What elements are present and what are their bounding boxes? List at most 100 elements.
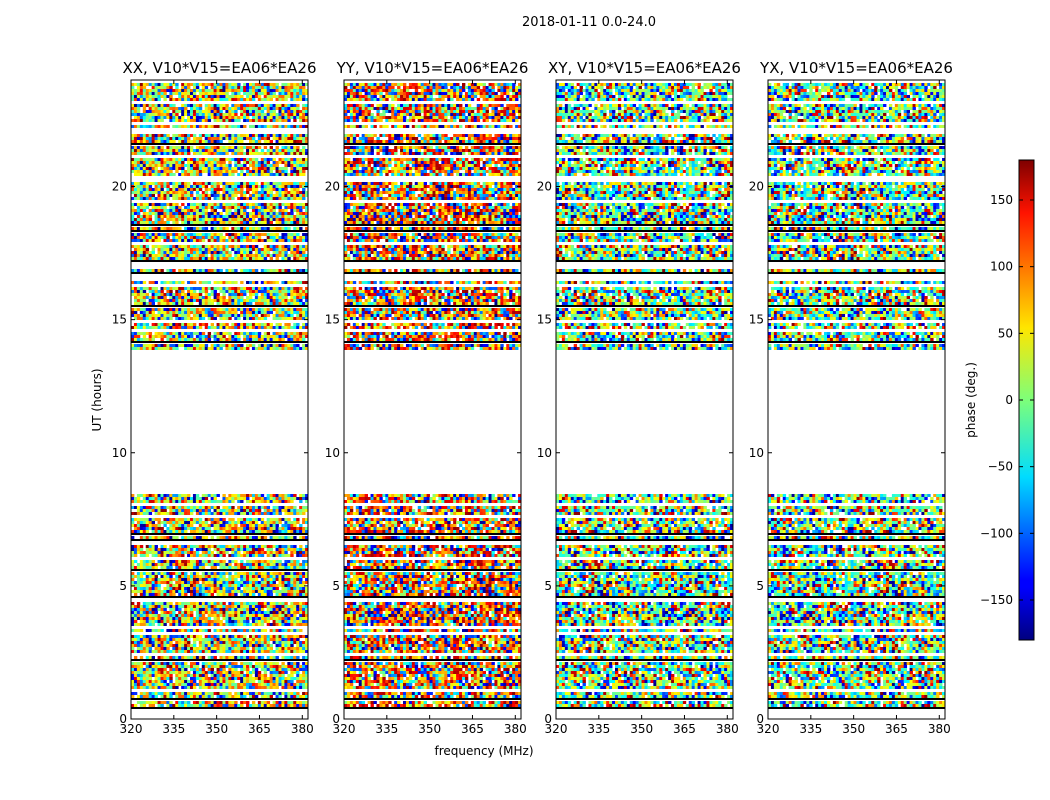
phase-cell — [136, 146, 141, 149]
phase-cell — [299, 92, 303, 95]
phase-cell — [181, 239, 185, 242]
phase-cell — [228, 158, 232, 161]
phase-cell — [195, 254, 200, 257]
phase-cell — [254, 119, 259, 122]
phase-cell — [266, 116, 271, 119]
phase-cell — [228, 545, 232, 548]
phase-cell — [257, 89, 262, 92]
phase-cell — [192, 500, 197, 503]
phase-cell — [216, 167, 220, 170]
phase-cell — [278, 317, 282, 320]
phase-cell — [278, 563, 282, 566]
phase-cell — [305, 290, 309, 293]
phase-cell — [251, 545, 256, 548]
phase-cell — [178, 167, 182, 170]
phase-cell — [296, 572, 300, 575]
phase-cell — [151, 566, 155, 569]
phase-cell — [266, 566, 271, 569]
phase-cell — [163, 311, 167, 314]
phase-cell — [237, 326, 241, 329]
phase-cell — [237, 323, 241, 326]
phase-cell — [172, 323, 176, 326]
phase-cell — [296, 209, 300, 212]
phase-cell — [254, 140, 259, 143]
phase-cell — [266, 161, 271, 164]
phase-cell — [187, 203, 191, 206]
phase-cell — [175, 212, 179, 215]
phase-cell — [175, 500, 179, 503]
phase-cell — [299, 191, 303, 194]
phase-cell — [237, 119, 241, 122]
phase-cell — [175, 116, 179, 119]
phase-cell — [266, 248, 271, 251]
phase-cell — [222, 206, 226, 209]
phase-cell — [166, 83, 170, 86]
phase-cell — [275, 257, 279, 260]
phase-cell — [254, 563, 259, 566]
phase-cell — [284, 146, 288, 149]
phase-cell — [234, 269, 238, 272]
phase-cell — [163, 245, 167, 248]
phase-cell — [225, 116, 229, 119]
phase-cell — [178, 146, 182, 149]
phase-cell — [151, 269, 155, 272]
phase-cell — [175, 521, 179, 524]
phase-cell — [240, 194, 244, 197]
phase-cell — [190, 194, 194, 197]
phase-cell — [163, 140, 167, 143]
phase-cell — [287, 332, 291, 335]
phase-cell — [139, 287, 144, 290]
phase-cell — [284, 323, 288, 326]
phase-cell — [275, 347, 279, 350]
phase-cell — [281, 494, 285, 497]
phase-cell — [210, 152, 214, 155]
phase-cell — [198, 257, 203, 260]
phase-cell — [160, 293, 164, 296]
phase-cell — [181, 116, 185, 119]
phase-cell — [281, 332, 285, 335]
phase-cell — [145, 563, 150, 566]
phase-cell — [139, 512, 144, 515]
phase-cell — [305, 194, 309, 197]
phase-cell — [175, 299, 179, 302]
phase-cell — [172, 116, 176, 119]
phase-cell — [204, 206, 209, 209]
phase-cell — [284, 212, 288, 215]
phase-cell — [163, 518, 167, 521]
phase-cell — [228, 563, 232, 566]
phase-cell — [281, 572, 285, 575]
phase-cell — [293, 152, 297, 155]
phase-cell — [269, 212, 273, 215]
phase-cell — [213, 92, 217, 95]
phase-cell — [139, 506, 144, 509]
phase-cell — [269, 281, 273, 284]
phase-cell — [148, 209, 153, 212]
phase-cell — [281, 584, 285, 587]
phase-cell — [275, 575, 279, 578]
phase-cell — [278, 332, 282, 335]
phase-cell — [275, 293, 279, 296]
phase-cell — [160, 347, 164, 350]
phase-cell — [299, 299, 303, 302]
phase-cell — [160, 506, 164, 509]
phase-cell — [266, 182, 271, 185]
phase-cell — [195, 236, 200, 239]
phase-cell — [210, 86, 214, 89]
phase-cell — [243, 332, 247, 335]
phase-cell — [281, 158, 285, 161]
phase-cell — [281, 302, 285, 305]
phase-cell — [228, 113, 232, 116]
phase-cell — [181, 164, 185, 167]
phase-cell — [172, 344, 176, 347]
phase-cell — [269, 191, 273, 194]
phase-cell — [190, 254, 194, 257]
phase-cell — [231, 287, 235, 290]
phase-cell — [157, 215, 161, 218]
phase-cell — [207, 332, 212, 335]
phase-cell — [275, 227, 279, 230]
phase-cell — [219, 140, 223, 143]
phase-cell — [131, 575, 135, 578]
phase-cell — [169, 551, 173, 554]
phase-cell — [249, 218, 253, 221]
phase-cell — [151, 581, 155, 584]
